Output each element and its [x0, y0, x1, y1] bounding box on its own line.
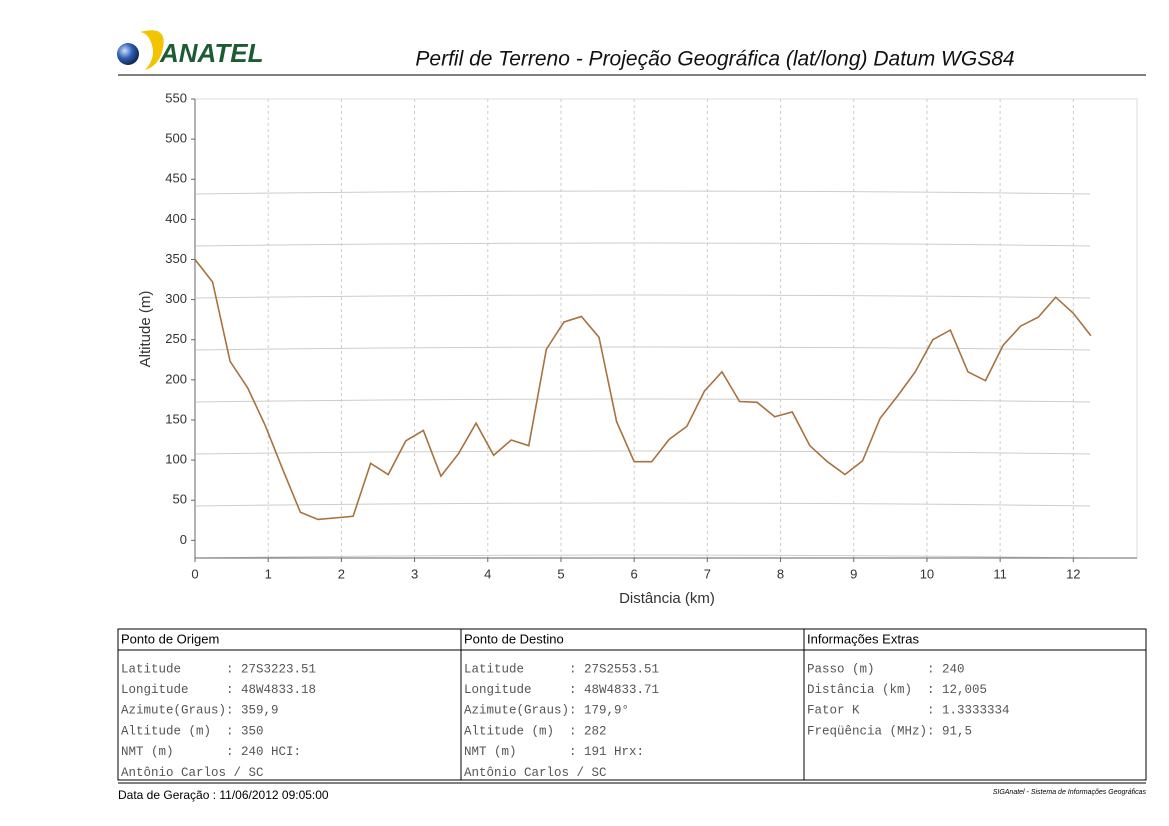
x-tick-label: 12 [1066, 566, 1080, 581]
x-tick-label: 2 [338, 566, 345, 581]
y-tick-label: 550 [165, 90, 187, 105]
table-cell: Freqüência (MHz): 91,5 [807, 724, 972, 738]
generation-date: Data de Geração : 11/06/2012 09:05:00 [118, 788, 329, 802]
table-cell: Longitude : 48W4833.71 [464, 683, 659, 697]
y-tick-label: 150 [165, 411, 187, 426]
table-header: Ponto de Destino [464, 631, 564, 646]
table-header: Informações Extras [807, 631, 919, 646]
page-title: Perfil de Terreno - Projeção Geográfica … [415, 48, 1014, 71]
table-cell: Antônio Carlos / SC [121, 766, 264, 780]
x-tick-label: 10 [920, 566, 934, 581]
table-cell: Antônio Carlos / SC [464, 766, 607, 780]
plot-frame [194, 98, 1138, 559]
y-tick-label: 100 [165, 452, 187, 467]
y-tick-label: 400 [165, 211, 187, 226]
table-cell: Azimute(Graus): 179,9° [464, 704, 629, 718]
y-tick-label: 0 [180, 532, 187, 547]
x-tick-label: 4 [484, 566, 491, 581]
y-tick-label: 350 [165, 251, 187, 266]
y-tick-label: 300 [165, 291, 187, 306]
y-axis-label: Altitude (m) [137, 291, 154, 368]
system-name: SIGAnatel - Sistema de Informações Geogr… [993, 789, 1147, 796]
x-tick-label: 3 [411, 566, 418, 581]
terrain-line [194, 258, 1092, 521]
table-cell: Altitude (m) : 350 [121, 724, 264, 738]
x-tick-label: 7 [704, 566, 711, 581]
x-tick-label: 8 [777, 566, 784, 581]
table-frame [117, 628, 1147, 781]
x-tick-label: 11 [993, 566, 1007, 581]
x-tick-label: 1 [265, 566, 272, 581]
info-table [117, 628, 1147, 784]
table-cell: Fator K : 1.3333334 [807, 704, 1010, 718]
table-cell: Distância (km) : 12,005 [807, 683, 987, 697]
y-tick-label: 500 [165, 131, 187, 146]
table-cell: NMT (m) : 240 HCI: [121, 745, 301, 759]
x-tick-label: 5 [557, 566, 564, 581]
table-cell: Azimute(Graus): 359,9 [121, 704, 279, 718]
table-cell: Passo (m) : 240 [807, 662, 965, 676]
logo-globe [117, 43, 139, 65]
table-header: Ponto de Origem [121, 631, 219, 646]
y-tick-label: 200 [165, 371, 187, 386]
table-cell: Longitude : 48W4833.18 [121, 683, 316, 697]
table-cell: Latitude : 27S3223.51 [121, 662, 316, 676]
x-tick-label: 6 [631, 566, 638, 581]
x-tick-label: 9 [850, 566, 857, 581]
table-cell: NMT (m) : 191 Hrx: [464, 745, 644, 759]
y-tick-label: 250 [165, 331, 187, 346]
logo-swoosh [140, 30, 164, 70]
table-cell: Altitude (m) : 282 [464, 724, 607, 738]
table-cell: Latitude : 27S2553.51 [464, 662, 659, 676]
y-tick-label: 50 [173, 492, 187, 507]
curvature-lines [195, 190, 1091, 559]
logo-text: ANATEL [159, 38, 264, 68]
x-axis-label: Distância (km) [619, 590, 715, 607]
x-tick-label: 0 [191, 566, 198, 581]
y-tick-label: 450 [165, 171, 187, 186]
